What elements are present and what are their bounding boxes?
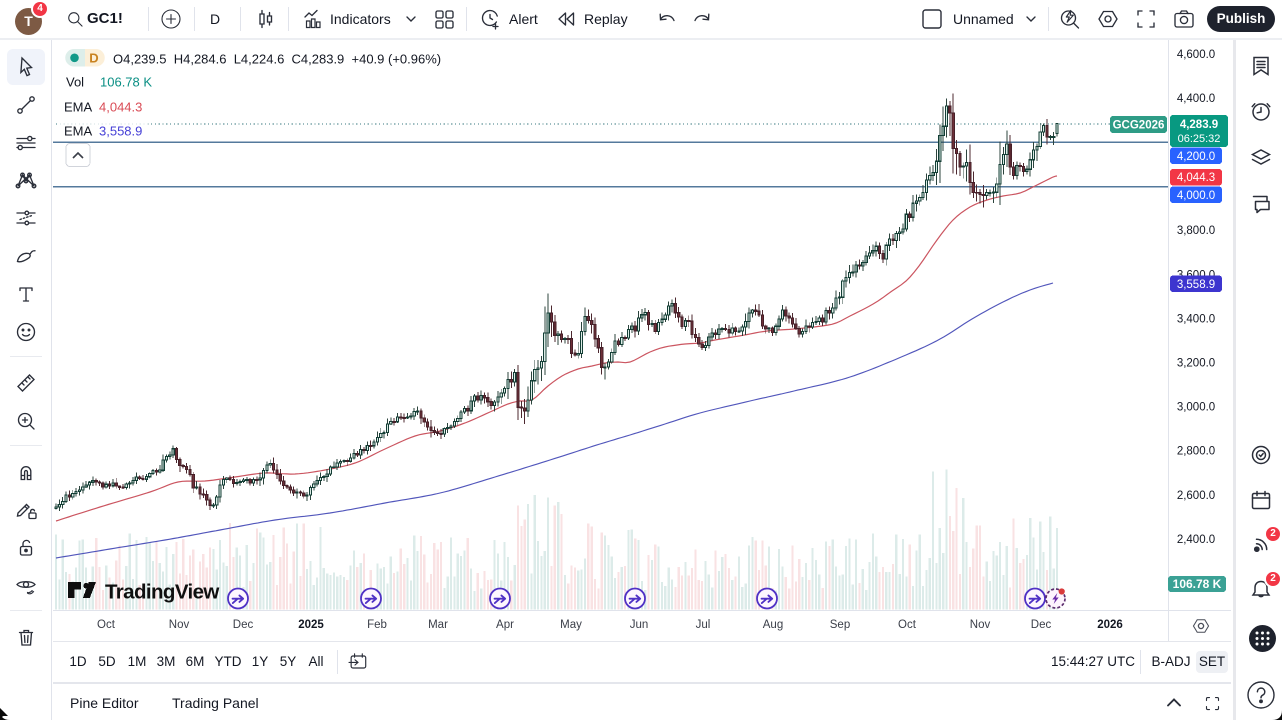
svg-text:3,400.0: 3,400.0 [1177, 313, 1215, 325]
svg-text:Feb: Feb [367, 619, 387, 631]
svg-text:Jul: Jul [696, 619, 711, 631]
svg-text:Dec: Dec [1031, 619, 1052, 631]
svg-text:D: D [89, 51, 98, 66]
svg-text:4,400.0: 4,400.0 [1177, 93, 1215, 105]
svg-text:2,800.0: 2,800.0 [1177, 446, 1215, 458]
svg-text:Apr: Apr [496, 619, 514, 631]
svg-text:Sep: Sep [830, 619, 850, 631]
svg-text:4,044.3: 4,044.3 [1177, 172, 1215, 184]
svg-text:4,000.0: 4,000.0 [1177, 190, 1215, 202]
svg-text:4,283.9: 4,283.9 [1180, 119, 1218, 131]
svg-text:EMA 3,558.9: EMA 3,558.9 [64, 124, 142, 139]
svg-text:3,200.0: 3,200.0 [1177, 358, 1215, 370]
svg-text:4,600.0: 4,600.0 [1177, 49, 1215, 61]
svg-text:Oct: Oct [898, 619, 917, 631]
svg-text:Nov: Nov [169, 619, 190, 631]
svg-text:TradingView: TradingView [105, 581, 219, 604]
svg-text:06:25:32: 06:25:32 [1178, 133, 1221, 145]
svg-text:2,600.0: 2,600.0 [1177, 490, 1215, 502]
svg-text:3,000.0: 3,000.0 [1177, 402, 1215, 414]
svg-text:3,558.9: 3,558.9 [1177, 279, 1215, 291]
svg-text:2026: 2026 [1097, 619, 1123, 631]
svg-text:2025: 2025 [298, 619, 324, 631]
svg-text:Dec: Dec [233, 619, 254, 631]
svg-text:2,400.0: 2,400.0 [1177, 534, 1215, 546]
svg-text:EMA 4,044.3: EMA 4,044.3 [64, 100, 142, 115]
svg-text:Jun: Jun [630, 619, 649, 631]
svg-text:O4,239.5 H4,284.6 L4,224.6: O4,239.5 H4,284.6 L4,224.6 C4,283.9 +40.… [113, 52, 441, 67]
svg-text:Mar: Mar [428, 619, 448, 631]
svg-text:4,200.0: 4,200.0 [1177, 151, 1215, 163]
svg-text:May: May [560, 619, 582, 631]
svg-text:106.78 K: 106.78 K [1173, 577, 1222, 591]
svg-text:Oct: Oct [97, 619, 116, 631]
svg-text:GCG2026: GCG2026 [1113, 120, 1165, 132]
svg-text:3,800.0: 3,800.0 [1177, 225, 1215, 237]
svg-text:Vol 106.78 K: Vol 106.78 K [66, 75, 152, 90]
svg-text:Nov: Nov [970, 619, 991, 631]
svg-text:Aug: Aug [763, 619, 783, 631]
